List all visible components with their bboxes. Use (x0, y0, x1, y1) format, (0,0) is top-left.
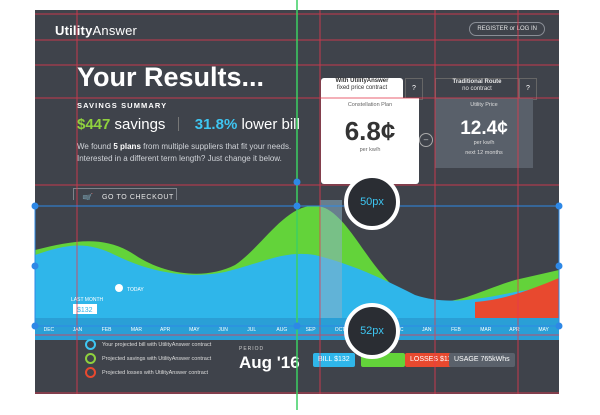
savings-amount: $447 (77, 116, 111, 133)
month-tick-label: JAN (73, 327, 83, 333)
loss-pill-value: $11 (439, 356, 452, 363)
month-tick-label: AUG (276, 327, 287, 333)
right-head-title: Traditional Route (452, 79, 502, 85)
summary-row: $447 savings 31.8% lower bill (77, 116, 300, 133)
usage-pill-label: USAGE (454, 356, 479, 363)
usage-pill: USAGE 765kWhs (449, 353, 515, 367)
month-tick-label: DEC (393, 327, 404, 333)
logo-rest: Answer (92, 23, 138, 38)
cart-icon: 🛒 (82, 193, 94, 203)
legend-item: Projected losses with UtilityAnswer cont… (85, 366, 211, 380)
bill-pill-label: BILL (318, 356, 333, 363)
month-tick-label: JAN (422, 327, 432, 333)
legend-label: Projected losses with UtilityAnswer cont… (102, 370, 209, 376)
month-tick-label: JUN (218, 327, 228, 333)
last-month-value: $132 (77, 307, 93, 314)
month-labels: DEC JAN FEB MAR APR MAY JUN JUL AUG SEP OCT NOV DEC J… (44, 327, 550, 333)
bill-pill-value: $132 (334, 356, 350, 363)
traditional-card-header: Traditional Route no contract (435, 78, 519, 100)
chart-legend: Your projected bill with UtilityAnswer c… (85, 338, 211, 380)
utility-price: 12.4¢ (460, 118, 508, 139)
month-tick-label: DEC (44, 327, 55, 333)
logo[interactable]: UtilityAnswer (55, 23, 137, 38)
savings-chart: DEC JAN FEB MAR APR MAY JUN JUL AUG SEP OCT NOV DEC J… (35, 200, 559, 340)
utility-note: next 12 months (465, 150, 503, 156)
legend-label: Your projected bill with UtilityAnswer c… (102, 342, 212, 348)
loss-pill-label: LOSSES (410, 356, 439, 363)
percent-text: lower bill (241, 116, 300, 133)
app-screen: UtilityAnswer REGISTER or LOG IN Your Re… (35, 10, 559, 394)
checkout-label: GO TO CHECKOUT (102, 194, 174, 201)
month-tick-label: MAY (189, 327, 200, 333)
losses-pill: LOSSES $11 (405, 353, 457, 367)
plan-price: 6.8¢ (344, 116, 396, 146)
plan-unit: per kw/h (359, 147, 381, 153)
right-head-sub: no contract (462, 86, 492, 92)
legend-dot-icon (85, 353, 96, 365)
logo-bold: Utility (55, 23, 93, 38)
savings-pill (361, 353, 405, 367)
legend-item: Projected savings with UtilityAnswer con… (85, 352, 211, 366)
month-tick-label: APR (509, 327, 520, 333)
month-tick-label: MAR (131, 327, 143, 333)
help-button-right[interactable]: ? (519, 78, 537, 100)
left-head-title: With UtilityAnswer (335, 78, 389, 84)
losses-area (475, 278, 559, 318)
today-label: TODAY (127, 287, 144, 293)
legend-label: Projected savings with UtilityAnswer con… (102, 356, 212, 362)
utilityanswer-card-header: With UtilityAnswer fixed price contract (321, 78, 403, 98)
left-head-sub: fixed price contract (336, 85, 388, 91)
month-tick-label: APR (160, 327, 171, 333)
month-tick-label: FEB (102, 327, 112, 333)
percent-amount: 31.8% (194, 116, 238, 133)
desc-rest: from multiple suppliers that fit your ne… (77, 142, 292, 163)
bill-pill: BILL $132 (313, 353, 355, 367)
results-description: We found 5 plans from multiple suppliers… (77, 141, 307, 165)
period-month: Aug '16 (239, 353, 300, 372)
plan-label: Constellation Plan (347, 102, 393, 108)
utility-price-card: Utility Price 12.4¢ per kw/h next 12 mon… (435, 98, 533, 168)
register-login-button[interactable]: REGISTER or LOG IN (469, 22, 545, 36)
summary-label: SAVINGS SUMMARY (77, 101, 168, 110)
usage-pill-value: 765kWhs (480, 356, 510, 363)
month-tick-label: FEB (451, 327, 461, 333)
legend-dot-icon (85, 367, 96, 379)
help-button-left[interactable]: ? (405, 78, 423, 100)
utility-label: Utility Price (470, 102, 498, 108)
month-tick-label: JUL (247, 327, 256, 333)
savings-text: savings (114, 116, 166, 133)
utilityanswer-price-card: Constellation Plan 6.8¢ per kw/h (321, 98, 419, 184)
period-label: PERIOD (239, 346, 265, 352)
legend-dot-icon (85, 339, 96, 351)
page-title: Your Results... (77, 62, 265, 92)
last-month-label: LAST MONTH (71, 297, 104, 303)
today-marker[interactable] (115, 284, 123, 292)
last-month-badge (73, 304, 97, 314)
month-tick-label: OCT (335, 327, 346, 333)
selected-month-highlight[interactable] (320, 200, 342, 330)
utility-unit: per kw/h (473, 140, 495, 146)
summary-divider (177, 117, 179, 131)
month-tick-label: NOV (364, 327, 376, 333)
month-tick-label: MAR (480, 327, 492, 333)
month-tick-label: SEP (306, 327, 317, 333)
desc-prefix: We found (77, 142, 114, 151)
compare-toggle[interactable]: – (419, 133, 433, 147)
desc-bold: 5 plans (113, 142, 141, 151)
month-tick-label: MAY (538, 327, 549, 333)
legend-item: Your projected bill with UtilityAnswer c… (85, 338, 211, 352)
